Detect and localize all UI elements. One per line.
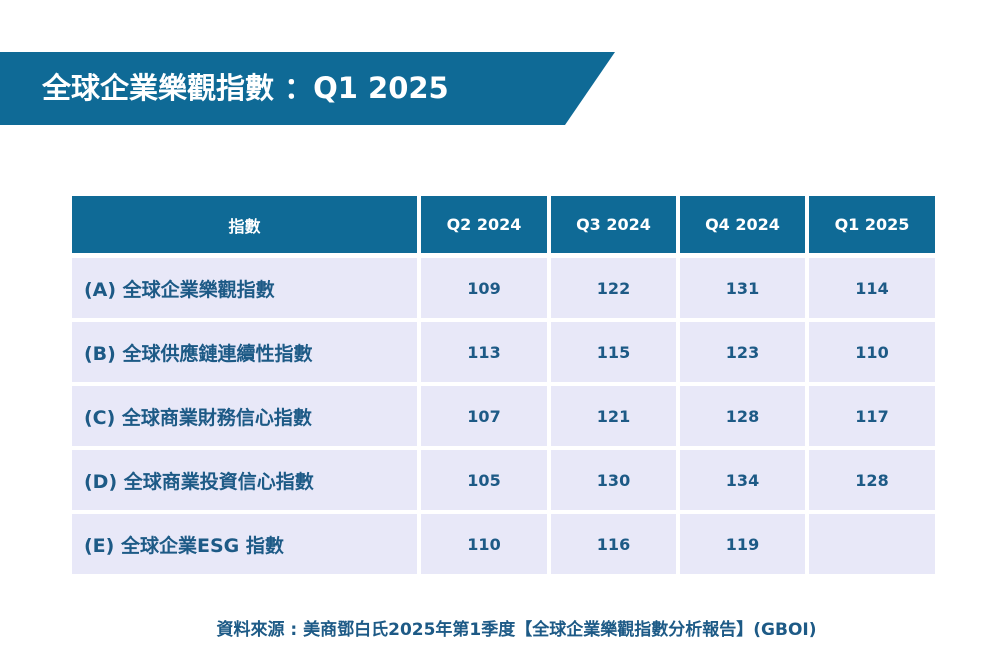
value-cell: 113 xyxy=(421,322,547,382)
value-cell: 119 xyxy=(680,514,805,574)
value-cell: 134 xyxy=(680,450,805,510)
value-cell: 131 xyxy=(680,258,805,318)
value-cell: 121 xyxy=(551,386,676,446)
row-label: (A) 全球企業樂觀指數 xyxy=(72,258,417,318)
value-cell: 128 xyxy=(809,450,935,510)
title-banner xyxy=(0,52,615,125)
value-cell: 123 xyxy=(680,322,805,382)
value-cell: 114 xyxy=(809,258,935,318)
source-note: 資料來源 : 美商鄧白氏2025年第1季度【全球企業樂觀指數分析報告】(GBOI… xyxy=(216,620,817,640)
value-cell xyxy=(809,514,935,574)
column-header: 指數 xyxy=(72,196,417,253)
column-header: Q4 2024 xyxy=(680,196,805,253)
value-cell: 117 xyxy=(809,386,935,446)
value-cell: 109 xyxy=(421,258,547,318)
column-header: Q3 2024 xyxy=(551,196,676,253)
value-cell: 130 xyxy=(551,450,676,510)
value-cell: 116 xyxy=(551,514,676,574)
row-label: (C) 全球商業財務信心指數 xyxy=(72,386,417,446)
value-cell: 105 xyxy=(421,450,547,510)
value-cell: 110 xyxy=(809,322,935,382)
page-title: 全球企業樂觀指數 ：Q1 2025 xyxy=(42,71,449,105)
column-header: Q1 2025 xyxy=(809,196,935,253)
column-header: Q2 2024 xyxy=(421,196,547,253)
row-label: (D) 全球商業投資信心指數 xyxy=(72,450,417,510)
value-cell: 107 xyxy=(421,386,547,446)
value-cell: 115 xyxy=(551,322,676,382)
value-cell: 128 xyxy=(680,386,805,446)
row-label: (B) 全球供應鏈連續性指數 xyxy=(72,322,417,382)
value-cell: 110 xyxy=(421,514,547,574)
row-label: (E) 全球企業ESG 指數 xyxy=(72,514,417,574)
value-cell: 122 xyxy=(551,258,676,318)
